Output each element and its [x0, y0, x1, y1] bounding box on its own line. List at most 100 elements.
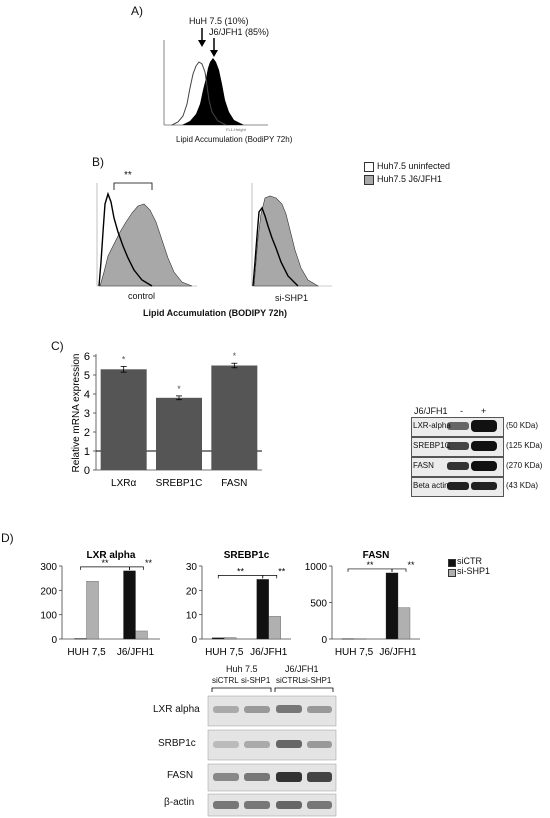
- d-bar-sictr: [385, 572, 399, 640]
- c-category-label: SREBP1C: [156, 478, 203, 489]
- legend-b-uninfected-swatch: [364, 162, 374, 172]
- d-y-tick-label: 20: [186, 586, 198, 597]
- d-category-label: J6/JFH1: [379, 647, 417, 658]
- panel-d-blot-label-srbp: SRBP1c: [158, 738, 196, 749]
- d-chart-title: LXR alpha: [87, 550, 136, 561]
- d-y-tick-label: 1000: [305, 562, 328, 573]
- panel-c-blot-size-fasn: (270 KDa): [506, 461, 543, 470]
- panel-c-blot-label-srebp: SREBP1C: [413, 441, 451, 450]
- c-y-tick-label: 4: [84, 389, 90, 401]
- d-y-tick-label: 30: [186, 562, 198, 573]
- d-bar-si-shp1: [268, 616, 281, 640]
- d-bar-si-shp1: [86, 581, 99, 640]
- panel-b-significance: **: [124, 170, 132, 181]
- legend-d-sishp1-swatch: [448, 569, 456, 577]
- panel-d-blot-label-actin: β-actin: [164, 797, 195, 808]
- panel-c-blot-plus: +: [481, 406, 487, 416]
- d-y-tick-label: 0: [321, 635, 327, 646]
- d-bar-si-shp1: [397, 607, 411, 640]
- panel-d-blot-label-lxr: LXR alpha: [153, 704, 200, 715]
- d-y-tick-label: 10: [186, 611, 198, 622]
- d-sig-label: **: [237, 566, 245, 576]
- panel-b-caption: Lipid Accumulation (BODIPY 72h): [143, 308, 288, 318]
- panel-b-histograms: [96, 182, 332, 287]
- c-y-tick-label: 0: [84, 465, 90, 477]
- d-bar-si-shp1: [135, 630, 148, 640]
- c-category-label: FASN: [221, 478, 247, 489]
- panel-a-huh-label: HuH 7.5 (10%): [189, 16, 249, 26]
- panel-a-j6-label: J6/JFH1 (85%): [209, 27, 270, 37]
- d-bar-sictr: [256, 579, 269, 640]
- c-significance-marker: *: [233, 351, 237, 361]
- d-bar-si-shp1: [353, 638, 367, 640]
- d-y-tick-label: 500: [310, 599, 327, 610]
- c-category-label: LXRα: [111, 478, 136, 489]
- d-sig-label: **: [407, 560, 415, 570]
- panel-b-sishp1-label: si-SHP1: [275, 293, 309, 303]
- panel-c-blot-label-lxr: LXR-alpha: [413, 421, 451, 430]
- panel-c-blot-size-actin: (43 KDa): [506, 481, 539, 490]
- d-category-label: J6/JFH1: [250, 647, 288, 658]
- d-category-label: J6/JFH1: [117, 647, 155, 658]
- panel-d-blot-lane-2: si-SHP1: [241, 676, 271, 685]
- legend-d-sictr-swatch: [448, 559, 456, 567]
- panel-b-letter: B): [92, 155, 104, 169]
- panel-c-blot-size-lxr: (50 KDa): [506, 421, 539, 430]
- panel-d-letter: D): [1, 531, 14, 545]
- d-sig-bracket: [391, 568, 407, 572]
- d-chart-title: SREBP1c: [224, 550, 270, 561]
- panel-d-blot-group-j6: J6/JFH1: [285, 664, 319, 674]
- panel-c-blot-size-srebp: (125 KDa): [506, 441, 543, 450]
- panel-d-blot-group-huh: Huh 7.5: [226, 664, 258, 674]
- panel-c-blot-label-fasn: FASN: [413, 461, 434, 470]
- c-significance-marker: *: [177, 384, 181, 394]
- d-y-tick-label: 300: [40, 562, 57, 573]
- c-significance-marker: *: [122, 354, 126, 364]
- d-sig-label: **: [278, 566, 286, 576]
- panel-d-blot-label-fasn: FASN: [167, 770, 194, 781]
- c-y-axis-label: Relative mRNA expression: [71, 354, 82, 473]
- c-y-tick-label: 6: [84, 351, 90, 363]
- panel-b-control-label: control: [128, 291, 156, 301]
- d-sig-bracket: [129, 566, 144, 570]
- panel-c-blot-minus: -: [460, 406, 463, 416]
- legend-b-uninfected-label: Huh7.5 uninfected: [377, 161, 451, 171]
- d-bar-si-shp1: [224, 637, 237, 640]
- panel-a-caption: Lipid Accumulation (BodiPY 72h): [176, 135, 293, 144]
- c-bar: [211, 365, 258, 470]
- c-y-tick-label: 1: [84, 446, 90, 458]
- d-sig-bracket: [262, 575, 278, 579]
- d-bar-sictr: [123, 570, 136, 640]
- c-bar: [100, 369, 147, 470]
- panel-c-blot-label-actin: Beta actin: [413, 481, 449, 490]
- c-bar: [156, 397, 202, 470]
- d-category-label: HUH 7,5: [67, 647, 106, 658]
- d-y-tick-label: 200: [40, 586, 57, 597]
- c-y-tick-label: 2: [84, 427, 90, 439]
- panel-d-blot-lane-4: si-SHP1: [302, 676, 332, 685]
- svg-text:FL1-Height: FL1-Height: [226, 127, 247, 132]
- d-y-tick-label: 100: [40, 611, 57, 622]
- panel-d-blot-lane-3: siCTRL: [276, 676, 303, 685]
- d-sig-label: **: [366, 560, 374, 570]
- d-sig-label: **: [101, 558, 109, 568]
- d-y-tick-label: 0: [191, 635, 197, 646]
- panel-c-blot-header: J6/JFH1: [414, 406, 448, 416]
- legend-d-sictr-label: siCTR: [457, 556, 482, 566]
- d-sig-label: **: [145, 558, 153, 568]
- d-category-label: HUH 7,5: [205, 647, 244, 658]
- legend-d-sishp1-label: si-SHP1: [457, 566, 491, 576]
- d-chart-title: FASN: [363, 550, 390, 561]
- panel-c-letter: C): [51, 339, 64, 353]
- c-y-tick-label: 3: [84, 408, 90, 420]
- legend-b-infected-swatch: [364, 175, 374, 185]
- d-y-tick-label: 0: [51, 635, 57, 646]
- panel-a-letter: A): [131, 4, 143, 18]
- c-y-tick-label: 5: [84, 370, 90, 382]
- panel-d-blot-lane-1: siCTRL: [212, 676, 239, 685]
- d-category-label: HUH 7,5: [335, 647, 374, 658]
- legend-b-infected-label: Huh7.5 J6/JFH1: [377, 174, 443, 184]
